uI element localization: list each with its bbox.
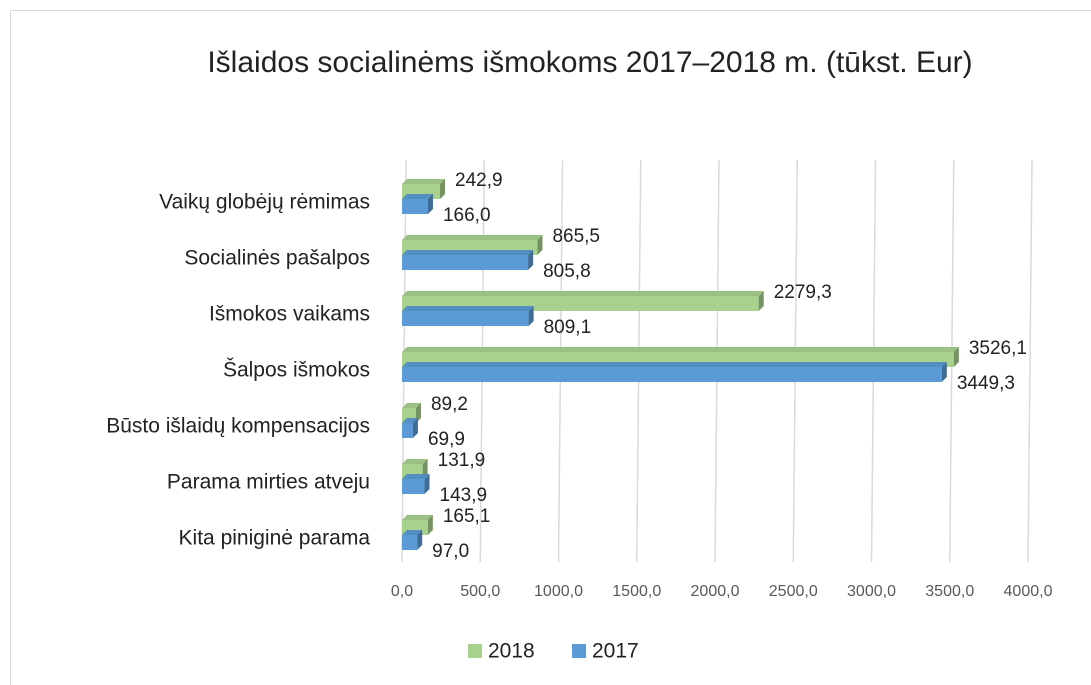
- bar: [402, 255, 529, 270]
- data-label: 809,1: [544, 317, 592, 338]
- bar-side: [537, 235, 543, 255]
- bar-top: [402, 347, 959, 352]
- x-tick-label: 2000,0: [691, 583, 740, 600]
- y-tick-label: Būsto išlaidų kompensacijos: [106, 415, 370, 438]
- bar-top: [402, 459, 428, 464]
- bar-side: [528, 306, 534, 326]
- data-label: 2279,3: [774, 282, 832, 303]
- data-label: 165,1: [443, 506, 491, 527]
- x-tick-label: 0,0: [391, 583, 413, 600]
- x-tick-label: 3500,0: [925, 583, 974, 600]
- data-label: 865,5: [552, 226, 600, 247]
- bar: [402, 199, 428, 214]
- x-tick-label: 3000,0: [847, 583, 896, 600]
- bar-top: [402, 291, 764, 296]
- data-label: 143,9: [440, 485, 488, 506]
- bar-top: [402, 515, 433, 520]
- bar-top: [402, 403, 421, 408]
- legend-swatch: [468, 644, 482, 658]
- bar: [402, 367, 942, 382]
- bar-side: [941, 362, 947, 382]
- y-tick-label: Šalpos išmokos: [223, 359, 370, 382]
- legend-label: 2018: [488, 640, 535, 663]
- data-label: 3526,1: [969, 338, 1027, 359]
- y-tick-label: Išmokos vaikams: [209, 303, 370, 326]
- legend-swatch: [572, 644, 586, 658]
- bar-side: [758, 291, 764, 311]
- bar-top: [402, 362, 947, 367]
- bar-side: [528, 250, 534, 270]
- y-tick-label: Parama mirties atveju: [167, 471, 370, 494]
- bar-top: [402, 179, 446, 184]
- data-label: 89,2: [431, 394, 468, 415]
- bar: [402, 311, 529, 326]
- data-label: 242,9: [455, 170, 503, 191]
- bar-top: [402, 250, 534, 255]
- data-label: 97,0: [432, 541, 469, 562]
- bar-side: [417, 530, 423, 550]
- x-tick-label: 1500,0: [612, 583, 661, 600]
- data-label: 166,0: [443, 205, 491, 226]
- bar-top: [402, 418, 418, 423]
- bar-top: [402, 530, 423, 535]
- bar-top: [402, 474, 430, 479]
- y-tick-label: Socialinės pašalpos: [184, 247, 370, 270]
- bar-side: [424, 474, 430, 494]
- bar: [402, 535, 418, 550]
- bar-side: [440, 179, 446, 199]
- data-label: 3449,3: [957, 373, 1015, 394]
- data-label: 69,9: [428, 429, 465, 450]
- y-tick-label: Vaikų globėjų rėmimas: [159, 191, 370, 214]
- bar-side: [412, 418, 418, 438]
- legend-label: 2017: [592, 640, 639, 663]
- grid-line: [1027, 159, 1033, 563]
- x-tick-label: 500,0: [460, 583, 500, 600]
- bar-side: [427, 515, 433, 535]
- data-label: 805,8: [543, 261, 591, 282]
- chart-title: Išlaidos socialinėms išmokoms 2017–2018 …: [207, 46, 973, 79]
- bar-top: [402, 194, 433, 199]
- data-label: 131,9: [438, 450, 486, 471]
- bar: [402, 479, 425, 494]
- x-tick-label: 4000,0: [1004, 583, 1053, 600]
- bar-top: [402, 235, 543, 240]
- x-tick-label: 2500,0: [769, 583, 818, 600]
- bar-side: [953, 347, 959, 367]
- bar: [402, 423, 413, 438]
- x-tick-label: 1000,0: [534, 583, 583, 600]
- bar-side: [427, 194, 433, 214]
- chart-border: [10, 10, 1091, 685]
- bar-top: [402, 306, 534, 311]
- y-tick-label: Kita piniginė parama: [179, 527, 371, 550]
